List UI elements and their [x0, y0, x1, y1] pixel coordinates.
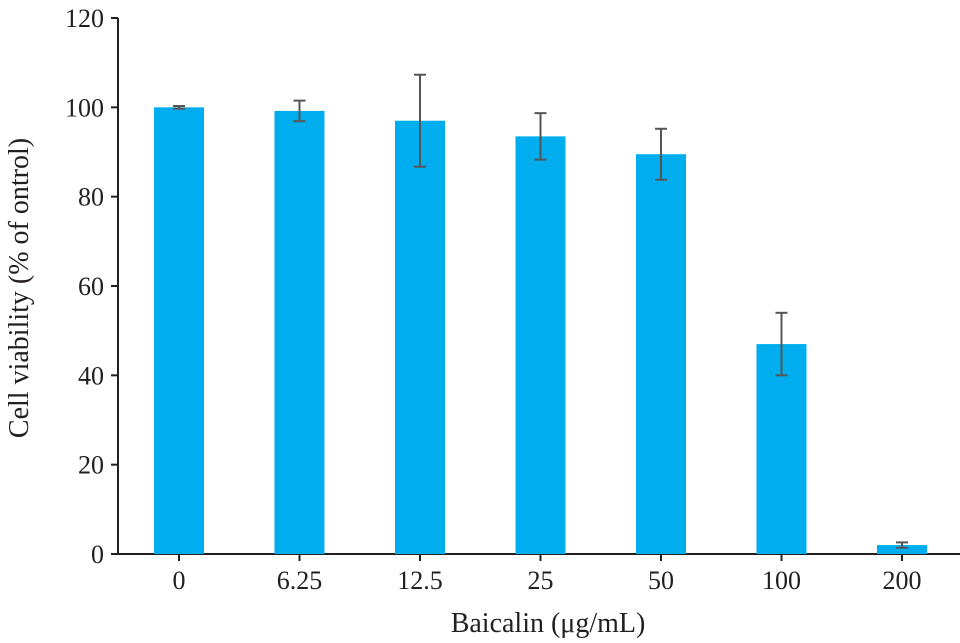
bar: [515, 136, 566, 554]
y-tick-label: 0: [91, 540, 104, 569]
bar: [395, 120, 445, 554]
bar: [756, 344, 807, 554]
x-axis-title: Baicalin (μg/mL): [451, 608, 646, 638]
y-axis-title: Cell viability (% of ontrol): [4, 138, 35, 438]
bar: [877, 545, 927, 554]
x-tick-label: 0: [173, 566, 186, 595]
x-tick-label: 25: [528, 566, 554, 595]
x-tick-label: 6.25: [277, 566, 323, 595]
y-tick-label: 100: [65, 93, 104, 122]
bars: [154, 107, 927, 554]
x-axis: 0 6.25 12.5 25 50 100 200: [118, 553, 960, 595]
y-tick-label: 80: [78, 183, 104, 212]
x-tick-label: 50: [648, 566, 674, 595]
y-tick-label: 40: [78, 361, 104, 390]
y-axis: 0 20 40 60 80 100 120: [65, 4, 119, 569]
bar: [274, 110, 325, 554]
bar: [636, 154, 686, 554]
y-tick-label: 60: [78, 272, 104, 301]
x-tick-label: 200: [883, 566, 922, 595]
y-tick-label: 120: [65, 4, 104, 33]
bar: [154, 107, 204, 554]
x-tick-label: 100: [762, 566, 801, 595]
y-tick-label: 20: [78, 451, 104, 480]
x-tick-label: 12.5: [397, 566, 443, 595]
error-bars: [173, 73, 908, 549]
